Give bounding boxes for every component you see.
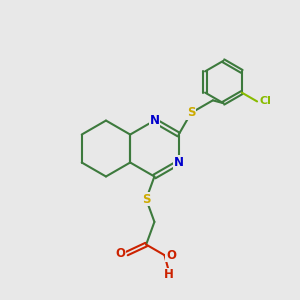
Text: O: O	[116, 247, 125, 260]
Text: Cl: Cl	[260, 96, 271, 106]
Text: S: S	[187, 106, 195, 119]
Text: O: O	[166, 249, 176, 262]
Text: N: N	[149, 114, 159, 127]
Text: H: H	[164, 268, 173, 281]
Text: N: N	[174, 156, 184, 169]
Text: S: S	[142, 193, 150, 206]
